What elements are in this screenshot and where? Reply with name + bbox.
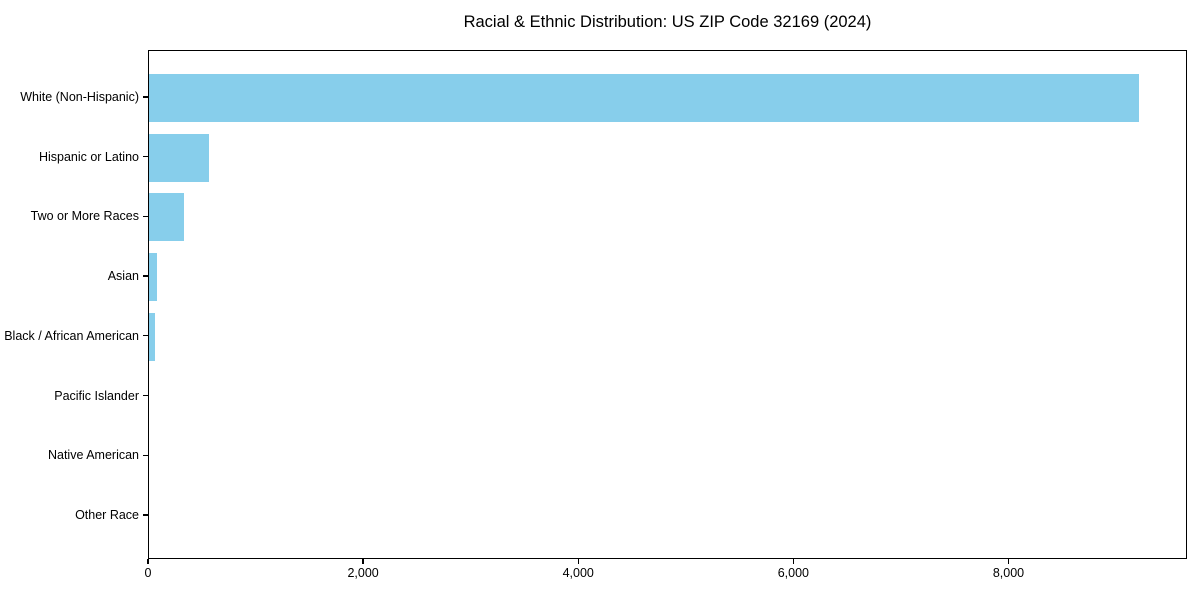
- y-axis-tick: [143, 156, 148, 158]
- bar-hispanic-or-latino: [149, 133, 210, 182]
- y-axis-category-label: Other Race: [75, 507, 139, 522]
- y-axis-tick: [143, 215, 148, 218]
- bar-two-or-more-races: [149, 193, 185, 242]
- y-axis-tick: [143, 514, 148, 516]
- x-axis-tick-label: 8,000: [992, 566, 1025, 580]
- y-axis-category-label: Two or More Races: [30, 209, 139, 224]
- x-axis-tick: [792, 559, 794, 564]
- y-axis-category-label: Hispanic or Latino: [38, 149, 139, 164]
- plot-area: [148, 50, 1187, 559]
- x-axis-tick-label: 0: [144, 566, 152, 580]
- y-axis-category-label: White (Non-Hispanic): [20, 90, 139, 104]
- x-axis-tick: [147, 559, 149, 564]
- x-axis-tick-label: 6,000: [777, 566, 809, 580]
- y-axis-tick: [143, 454, 148, 456]
- bar-asian: [149, 253, 157, 302]
- y-axis-category-label: Asian: [107, 269, 139, 284]
- bar-white-non-hispanic: [149, 74, 1139, 122]
- y-axis-tick: [143, 275, 148, 277]
- y-axis-category-label: Native American: [47, 448, 139, 463]
- y-axis-tick: [143, 335, 148, 337]
- y-axis-tick: [143, 394, 148, 397]
- x-axis-tick-label: 4,000: [562, 566, 594, 580]
- x-axis-tick: [362, 559, 364, 564]
- y-axis-category-label: Pacific Islander: [54, 388, 139, 403]
- y-axis-tick: [143, 96, 148, 98]
- x-axis-tick: [577, 559, 579, 564]
- chart-title: Racial & Ethnic Distribution: US ZIP Cod…: [463, 13, 872, 31]
- bar-black-african-american: [149, 312, 156, 361]
- x-axis-tick: [1007, 559, 1010, 564]
- y-axis-category-label: Black / African American: [4, 328, 139, 343]
- x-axis-tick-label: 2,000: [347, 566, 379, 580]
